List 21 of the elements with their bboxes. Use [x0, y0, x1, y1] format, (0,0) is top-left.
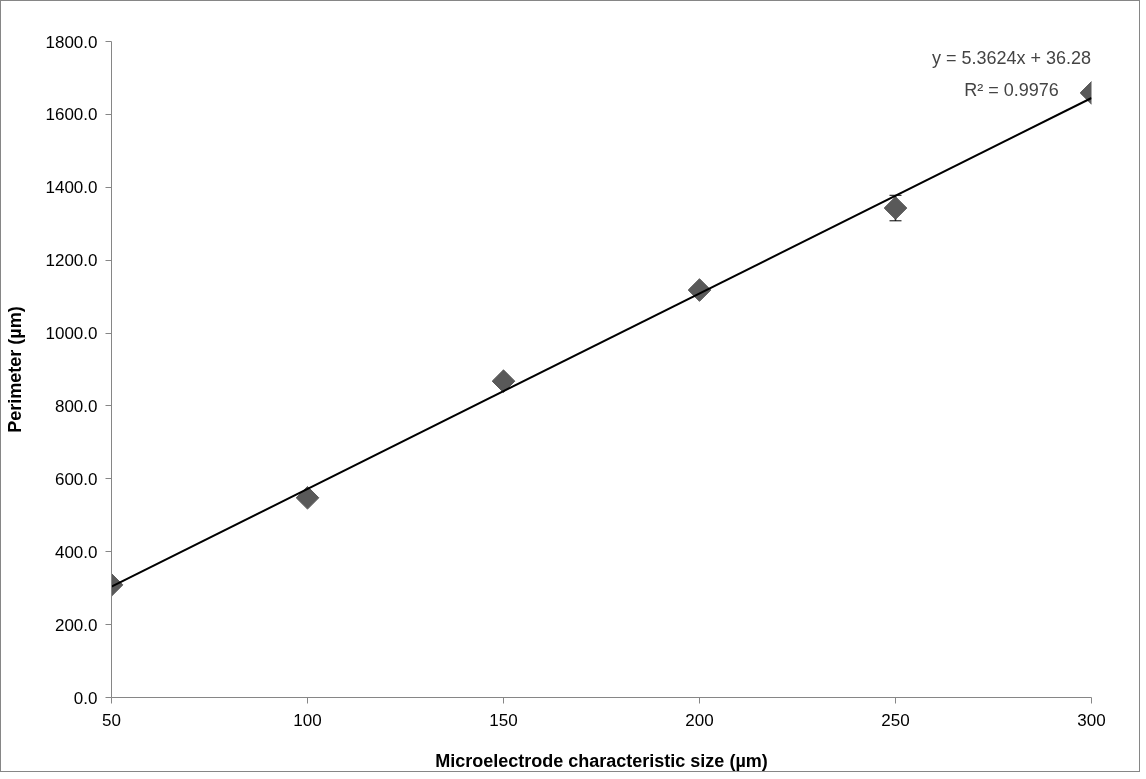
point: [491, 369, 516, 393]
y-tick-label: 600.0: [54, 469, 98, 489]
x-tick-label: 100: [293, 710, 322, 730]
y-tick-label: 1400.0: [45, 178, 98, 198]
x-tick-label: 150: [489, 710, 518, 730]
y-tick-label: 200.0: [54, 615, 98, 635]
y-tick-label: 0.0: [73, 688, 98, 708]
y-tick-label: 1800.0: [45, 32, 98, 52]
x-tick-label: 200: [685, 710, 714, 730]
annotation: R² = 0.9976: [964, 79, 1059, 100]
y-tick-label: 1600.0: [45, 105, 98, 125]
y-tick-label: 1200.0: [45, 251, 98, 271]
y-tick-label: 400.0: [54, 542, 98, 562]
x-tick-label: 250: [881, 710, 910, 730]
x-tick-label: 50: [102, 710, 121, 730]
y-tick-label: 800.0: [54, 396, 98, 416]
annotation: y = 5.3624x + 36.28: [931, 47, 1092, 68]
x-axis-title: Microelectrode characteristic size (µm): [435, 750, 768, 771]
y-axis-title: Perimeter (µm): [4, 306, 25, 433]
x-tick-label: 300: [1077, 710, 1106, 730]
y-tick-label: 1000.0: [45, 324, 98, 344]
